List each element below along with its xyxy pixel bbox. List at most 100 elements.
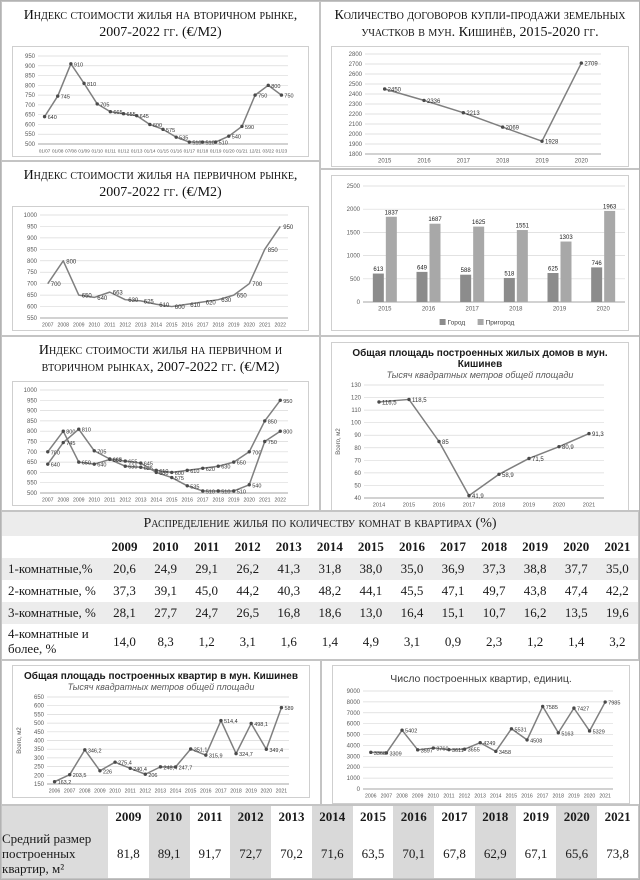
value-cell: 26,2 xyxy=(227,558,269,580)
svg-text:640: 640 xyxy=(51,463,60,469)
value-cell: 36,9 xyxy=(432,558,474,580)
svg-text:700: 700 xyxy=(25,103,36,109)
bottom-right-column: Число построенных квартир, единиц. 0 1000… xyxy=(321,659,639,805)
svg-text:2021: 2021 xyxy=(259,323,271,329)
svg-text:2016: 2016 xyxy=(433,503,445,509)
year-header: 2018 xyxy=(474,805,516,828)
svg-text:663: 663 xyxy=(113,458,122,464)
svg-text:0: 0 xyxy=(357,787,361,793)
value-cell: 37,3 xyxy=(473,558,515,580)
svg-text:9000: 9000 xyxy=(347,689,361,695)
svg-text:650: 650 xyxy=(237,461,246,467)
svg-text:206: 206 xyxy=(148,772,157,778)
svg-text:650: 650 xyxy=(34,695,45,701)
svg-text:2000: 2000 xyxy=(347,765,361,771)
value-cell: 45,0 xyxy=(195,583,219,598)
year-header: 2014 xyxy=(311,805,353,828)
svg-text:275,4: 275,4 xyxy=(118,760,132,766)
table-header-row: 2009 2010 2011 2012 2013 2014 2015 2016 2017 2018… xyxy=(2,805,638,828)
svg-text:1000: 1000 xyxy=(24,388,38,394)
svg-text:110: 110 xyxy=(351,408,361,414)
combined-markets-title: Индекс стоимости жилья на первичном и вт… xyxy=(38,343,283,375)
primary-market-title: Индекс стоимости жилья на первичном рынк… xyxy=(23,168,298,200)
svg-text:2017: 2017 xyxy=(465,307,479,313)
svg-text:600: 600 xyxy=(27,305,38,311)
svg-text:2014: 2014 xyxy=(170,788,182,794)
svg-text:745: 745 xyxy=(66,441,75,447)
svg-text:2014: 2014 xyxy=(150,498,162,504)
svg-text:247,7: 247,7 xyxy=(179,765,193,771)
bottom-left-column: Общая площадь построенных квартир в мун.… xyxy=(1,659,321,805)
panel-secondary-market: Индекс стоимости жилья на вторичном рынк… xyxy=(1,1,320,161)
svg-text:2016: 2016 xyxy=(200,788,212,794)
svg-text:620: 620 xyxy=(206,467,215,473)
value-cell: 4,9 xyxy=(362,633,380,649)
svg-text:80: 80 xyxy=(354,446,361,452)
svg-text:5531: 5531 xyxy=(514,727,526,733)
svg-text:163,2: 163,2 xyxy=(58,780,72,786)
svg-text:2008: 2008 xyxy=(396,793,408,799)
year-header: 2021 xyxy=(604,539,631,554)
year-header: 2013 xyxy=(275,539,302,554)
built-apartments-count-title: Число построенных квартир, единиц. xyxy=(390,672,572,685)
svg-text:588: 588 xyxy=(461,268,472,274)
svg-text:250: 250 xyxy=(34,764,45,770)
svg-text:2015: 2015 xyxy=(166,323,178,329)
svg-text:589: 589 xyxy=(284,706,293,712)
svg-text:2018: 2018 xyxy=(493,503,505,509)
value-cell: 37,7 xyxy=(555,558,597,580)
value-cell: 73,8 xyxy=(606,846,629,862)
svg-text:07/08: 07/08 xyxy=(65,149,77,154)
svg-text:2021: 2021 xyxy=(259,498,271,504)
svg-text:649: 649 xyxy=(417,265,428,271)
svg-text:4508: 4508 xyxy=(530,738,542,744)
svg-text:58,9: 58,9 xyxy=(502,473,514,479)
year-header: 2015 xyxy=(359,808,386,824)
svg-text:665: 665 xyxy=(113,458,122,464)
svg-text:498,1: 498,1 xyxy=(254,722,268,728)
value-cell: 20,6 xyxy=(104,558,146,580)
svg-text:5329: 5329 xyxy=(593,729,605,735)
svg-text:3309: 3309 xyxy=(389,751,401,757)
svg-text:600: 600 xyxy=(34,703,45,709)
value-cell: 31,8 xyxy=(309,558,351,580)
svg-text:850: 850 xyxy=(268,419,277,425)
svg-text:2007: 2007 xyxy=(381,793,393,799)
svg-text:1500: 1500 xyxy=(347,230,361,236)
row-label: 2-комнатные, % xyxy=(8,582,96,598)
svg-text:2009: 2009 xyxy=(412,793,424,799)
year-header: 2021 xyxy=(604,808,631,824)
svg-text:2000: 2000 xyxy=(347,207,361,213)
value-cell: 15,1 xyxy=(432,602,474,624)
svg-text:2018: 2018 xyxy=(212,323,224,329)
svg-text:2017: 2017 xyxy=(215,788,227,794)
svg-text:625: 625 xyxy=(144,466,153,472)
svg-text:610: 610 xyxy=(190,469,199,475)
svg-text:2006: 2006 xyxy=(49,788,61,794)
year-header: 2020 xyxy=(556,805,598,828)
svg-text:2014: 2014 xyxy=(150,323,162,329)
value-cell: 1,4 xyxy=(321,633,338,649)
svg-text:200: 200 xyxy=(34,773,45,779)
svg-text:100: 100 xyxy=(351,421,362,427)
chart-frame: Число построенных квартир, единиц. 0 1000… xyxy=(332,664,630,804)
value-cell: 43,8 xyxy=(523,583,547,598)
svg-text:514,4: 514,4 xyxy=(224,719,238,725)
svg-text:850: 850 xyxy=(268,248,279,254)
svg-text:640: 640 xyxy=(97,296,108,302)
svg-text:2017: 2017 xyxy=(537,793,549,799)
svg-text:0: 0 xyxy=(357,300,361,306)
table-row: 3-комнатные, % 28,1 27,7 24,7 26,5 16,8 18,6 13… xyxy=(2,602,638,624)
svg-text:2020: 2020 xyxy=(243,323,255,329)
value-cell: 63,5 xyxy=(361,846,385,862)
svg-text:2009: 2009 xyxy=(73,323,85,329)
svg-text:248,4: 248,4 xyxy=(163,765,177,771)
panel-built-apartments-count: Число построенных квартир, единиц. 0 1000… xyxy=(321,659,639,805)
built-apartments-area-subtitle: Тысяч квадратных метров общей площади xyxy=(67,681,255,692)
value-cell: 62,9 xyxy=(474,827,516,878)
svg-text:800: 800 xyxy=(27,429,38,435)
svg-text:203,5: 203,5 xyxy=(73,773,87,779)
svg-text:226: 226 xyxy=(103,769,112,775)
svg-text:3458: 3458 xyxy=(499,750,511,756)
svg-text:2020: 2020 xyxy=(584,793,596,799)
